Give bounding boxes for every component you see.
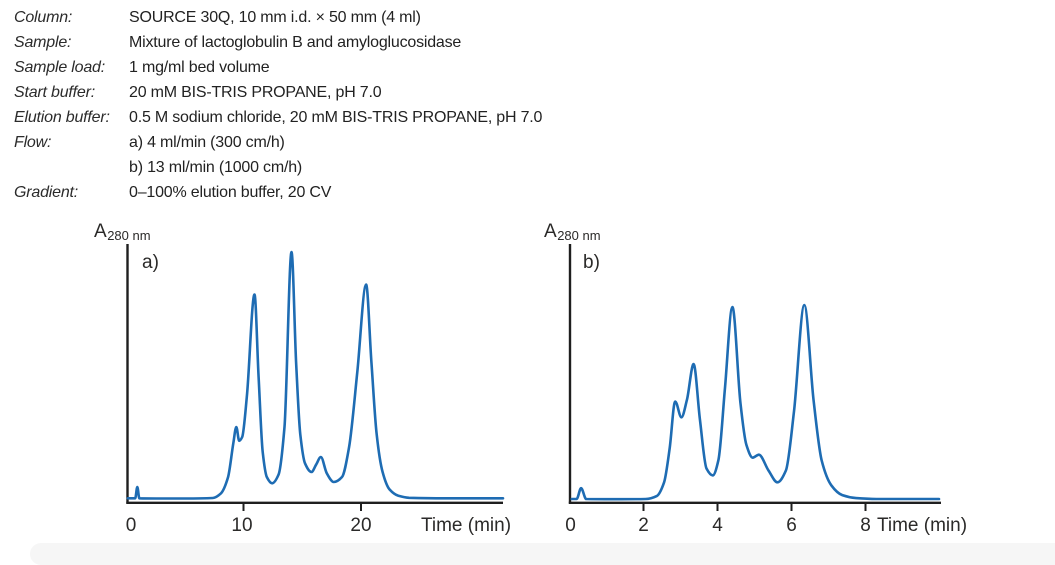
- x-tick-label-a-10: 10: [231, 515, 252, 536]
- condition-row-flow: Flow: a) 4 ml/min (300 cm/h) b) 13 ml/mi…: [14, 130, 542, 180]
- condition-value: 20 mM BIS-TRIS PROPANE, pH 7.0: [129, 84, 382, 101]
- condition-value: Mixture of lactoglobulin B and amylogluc…: [129, 34, 462, 51]
- panel-label-b: b): [583, 252, 600, 273]
- condition-row-gradient: Gradient: 0–100% elution buffer, 20 CV: [14, 180, 542, 205]
- panel-label-a: a): [142, 252, 159, 273]
- x-axis-title-b: Time (min): [877, 515, 967, 536]
- condition-label: Sample load:: [14, 59, 105, 76]
- x-tick-label-a-20: 20: [350, 515, 371, 536]
- footer-band: [30, 543, 1055, 565]
- x-tick-label-b-8: 8: [860, 515, 871, 536]
- y-axis-label-b: A280 nm: [544, 221, 601, 243]
- chromatogram-curve-a: [126, 250, 505, 500]
- condition-row-sample: Sample: Mixture of lactoglobulin B and a…: [14, 30, 542, 55]
- condition-row-start-buffer: Start buffer: 20 mM BIS-TRIS PROPANE, pH…: [14, 80, 542, 105]
- condition-label: Column:: [14, 9, 73, 26]
- condition-value: 1 mg/ml bed volume: [129, 59, 270, 76]
- condition-row-column: Column: SOURCE 30Q, 10 mm i.d. × 50 mm (…: [14, 5, 542, 30]
- chart-a: A280 nm a) 0 10 20 Time (min): [94, 221, 511, 536]
- condition-label: Sample:: [14, 34, 72, 51]
- x-tick-label-b-6: 6: [786, 515, 797, 536]
- chromatogram-curve-b: [570, 303, 941, 501]
- condition-row-sample-load: Sample load: 1 mg/ml bed volume: [14, 55, 542, 80]
- y-axis-label-a: A280 nm: [94, 221, 151, 243]
- condition-value: 0.5 M sodium chloride, 20 mM BIS-TRIS PR…: [129, 109, 543, 126]
- x-tick-label-b-0: 0: [565, 515, 576, 536]
- condition-label: Flow:: [14, 134, 52, 151]
- chart-b: A280 nm b) 0 2 4 6 8 Time (min): [544, 221, 967, 536]
- condition-label: Gradient:: [14, 184, 79, 201]
- flow-line-a: a) 4 ml/min (300 cm/h): [129, 134, 285, 151]
- condition-value: 0–100% elution buffer, 20 CV: [129, 184, 332, 201]
- x-tick-label-a-0: 0: [126, 515, 137, 536]
- x-tick-label-b-2: 2: [638, 515, 649, 536]
- condition-value: SOURCE 30Q, 10 mm i.d. × 50 mm (4 ml): [129, 9, 421, 26]
- x-axis-title-a: Time (min): [421, 515, 511, 536]
- conditions-table: Column: SOURCE 30Q, 10 mm i.d. × 50 mm (…: [14, 5, 542, 205]
- flow-line-b: b) 13 ml/min (1000 cm/h): [129, 159, 303, 176]
- condition-value: a) 4 ml/min (300 cm/h) b) 13 ml/min (100…: [129, 130, 302, 180]
- x-tick-label-b-4: 4: [712, 515, 723, 536]
- condition-label: Elution buffer:: [14, 109, 110, 126]
- condition-row-elution-buffer: Elution buffer: 0.5 M sodium chloride, 2…: [14, 105, 542, 130]
- condition-label: Start buffer:: [14, 84, 95, 101]
